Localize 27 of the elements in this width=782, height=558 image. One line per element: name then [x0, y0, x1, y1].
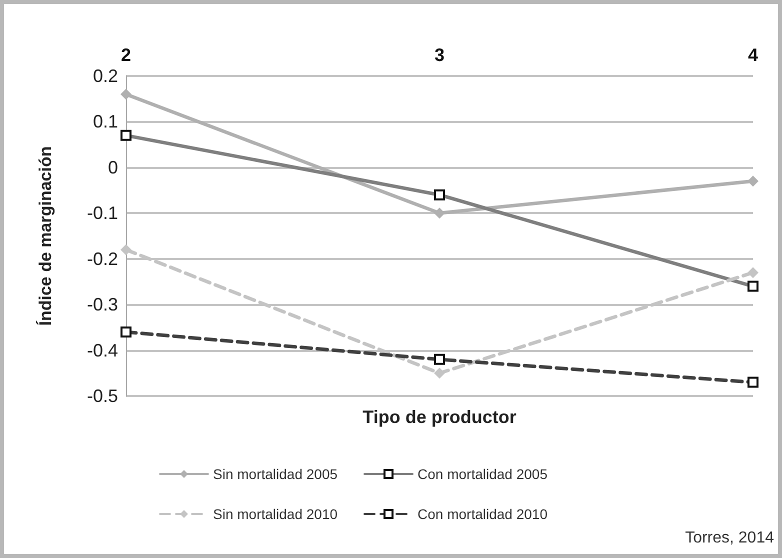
point — [748, 267, 758, 278]
y-tick-label: 0 — [108, 157, 118, 178]
y-tick-label: -0.5 — [86, 386, 118, 406]
point — [434, 368, 445, 379]
point — [748, 176, 758, 187]
legend-label: Sin mortalidad 2010 — [213, 506, 338, 522]
y-tick-label: 0.2 — [92, 66, 118, 86]
point — [120, 88, 132, 100]
text: Torres, 2014 — [685, 530, 774, 546]
y-tick-label: -0.2 — [86, 248, 118, 269]
point — [120, 244, 132, 256]
x-tick-label: 3 — [434, 45, 445, 65]
x-tick-label: 4 — [748, 45, 758, 65]
point — [748, 376, 758, 388]
x-axis-title: Tipo de productor — [362, 407, 516, 427]
y-tick-label: -0.3 — [86, 294, 118, 315]
legend-label: Con mortalidad 2005 — [418, 466, 548, 482]
y-tick-label: -0.4 — [86, 340, 118, 360]
point — [434, 354, 445, 365]
x-tick-label: 2 — [120, 45, 132, 65]
point — [434, 208, 445, 219]
legend-label: Con mortalidad 2010 — [418, 506, 548, 522]
y-tick-label: -0.1 — [86, 203, 118, 224]
point — [120, 326, 132, 338]
legend-label: Sin mortalidad 2005 — [213, 466, 338, 482]
y-axis-title: Índice de marginación — [35, 146, 55, 326]
y-tick-label: 0.1 — [92, 112, 118, 132]
